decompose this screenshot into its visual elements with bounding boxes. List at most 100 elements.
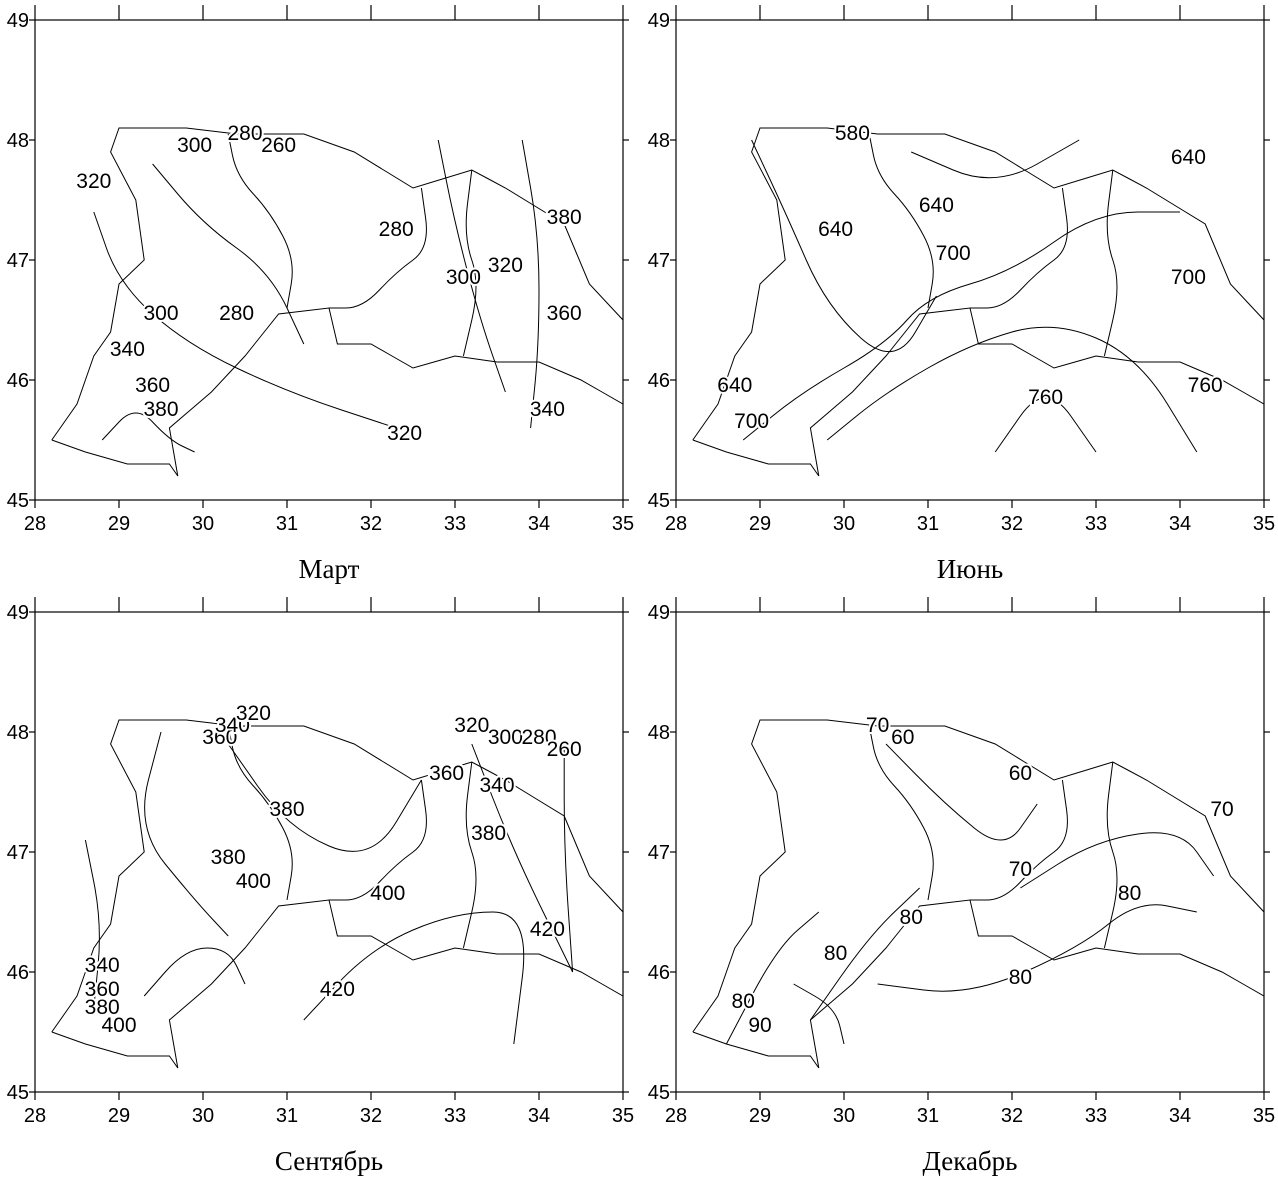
isoline-label: 320 xyxy=(76,170,111,193)
x-tick-label: 30 xyxy=(833,513,855,535)
x-tick-label: 32 xyxy=(360,1105,382,1127)
isoline-label: 380 xyxy=(143,398,178,421)
isoline-label: 90 xyxy=(748,1014,771,1037)
x-tick-label: 29 xyxy=(749,1105,771,1127)
x-tick-label: 33 xyxy=(1085,1105,1107,1127)
isoline-label: 700 xyxy=(1171,266,1206,289)
isoline xyxy=(827,327,1197,452)
y-tick-label: 48 xyxy=(7,722,29,744)
isoline-label: 340 xyxy=(530,398,565,421)
x-tick-label: 32 xyxy=(1001,1105,1023,1127)
isoline-label: 400 xyxy=(236,870,271,893)
region-border xyxy=(1104,762,1117,948)
y-tick-label: 45 xyxy=(648,490,670,512)
y-tick-label: 49 xyxy=(7,602,29,624)
x-tick-label: 30 xyxy=(833,1105,855,1127)
x-tick-label: 28 xyxy=(24,1105,46,1127)
x-tick-label: 28 xyxy=(665,513,687,535)
isoline-label: 380 xyxy=(269,798,304,821)
isoline-label: 70 xyxy=(1210,798,1233,821)
isoline-label: 80 xyxy=(1009,966,1032,989)
isoline-label: 360 xyxy=(547,302,582,325)
region-border xyxy=(970,188,1067,308)
region-outline xyxy=(52,720,623,1068)
isoline-label: 580 xyxy=(835,122,870,145)
region-border xyxy=(869,134,933,308)
isoline-label: 380 xyxy=(547,206,582,229)
x-tick-label: 34 xyxy=(1169,1105,1191,1127)
isoline xyxy=(564,744,572,972)
isoline-label: 70 xyxy=(866,714,889,737)
region-border xyxy=(1104,170,1117,356)
isoline-label: 80 xyxy=(824,942,847,965)
y-tick-label: 46 xyxy=(648,962,670,984)
x-tick-label: 28 xyxy=(24,513,46,535)
isoline-label: 320 xyxy=(454,714,489,737)
x-tick-label: 29 xyxy=(108,513,130,535)
isoline xyxy=(228,744,421,851)
isoline-label: 760 xyxy=(1028,386,1063,409)
y-tick-label: 49 xyxy=(648,602,670,624)
y-tick-label: 45 xyxy=(648,1082,670,1104)
isoline-label: 300 xyxy=(143,302,178,325)
isoline-label: 420 xyxy=(320,978,355,1001)
y-tick-label: 49 xyxy=(648,10,670,32)
region-border xyxy=(970,780,1067,900)
region-border xyxy=(463,762,476,948)
region-border xyxy=(329,188,426,308)
isoline-label: 320 xyxy=(488,254,523,277)
x-tick-label: 32 xyxy=(1001,513,1023,535)
isoline xyxy=(726,912,818,1044)
isoline-label: 340 xyxy=(85,954,120,977)
y-tick-label: 48 xyxy=(648,722,670,744)
y-tick-label: 47 xyxy=(648,250,670,272)
y-tick-label: 47 xyxy=(7,250,29,272)
isoline-label: 280 xyxy=(227,122,262,145)
isoline xyxy=(752,140,937,352)
y-tick-label: 46 xyxy=(648,370,670,392)
y-tick-label: 45 xyxy=(7,1082,29,1104)
frame xyxy=(35,20,623,500)
isoline-label: 60 xyxy=(891,726,914,749)
isoline xyxy=(886,744,1037,840)
isoline-label: 260 xyxy=(547,738,582,761)
x-tick-label: 33 xyxy=(444,513,466,535)
y-tick-label: 46 xyxy=(7,962,29,984)
isoline-label: 340 xyxy=(110,338,145,361)
isoline-label: 760 xyxy=(1188,374,1223,397)
isoline-label: 400 xyxy=(370,882,405,905)
x-tick-label: 32 xyxy=(360,513,382,535)
isoline-label: 320 xyxy=(387,422,422,445)
x-tick-label: 34 xyxy=(528,1105,550,1127)
region-border xyxy=(228,134,292,308)
isoline xyxy=(145,732,229,936)
panel-title: Декабрь xyxy=(923,1146,1018,1176)
isoline-label: 300 xyxy=(446,266,481,289)
isoline-label: 640 xyxy=(818,218,853,241)
region-outline xyxy=(693,128,1264,476)
x-tick-label: 30 xyxy=(192,513,214,535)
x-tick-label: 35 xyxy=(612,513,634,535)
isoline-label: 700 xyxy=(936,242,971,265)
y-tick-label: 49 xyxy=(7,10,29,32)
x-tick-label: 28 xyxy=(665,1105,687,1127)
x-tick-label: 30 xyxy=(192,1105,214,1127)
x-tick-label: 34 xyxy=(1169,513,1191,535)
region-outline xyxy=(52,128,623,476)
x-tick-label: 31 xyxy=(917,1105,939,1127)
panel-title: Июнь xyxy=(937,554,1003,584)
x-tick-label: 29 xyxy=(749,513,771,535)
y-tick-label: 47 xyxy=(648,842,670,864)
y-tick-label: 47 xyxy=(7,842,29,864)
isoline-label: 640 xyxy=(1171,146,1206,169)
isoline-label: 320 xyxy=(236,702,271,725)
isoline xyxy=(911,140,1079,178)
isoline-label: 80 xyxy=(900,906,923,929)
isoline-label: 60 xyxy=(1009,762,1032,785)
x-tick-label: 35 xyxy=(1253,513,1275,535)
isoline-label: 260 xyxy=(261,134,296,157)
map-panel: 2829303132333435454647484958064064070064… xyxy=(648,5,1275,584)
isoline-label: 80 xyxy=(1118,882,1141,905)
x-tick-label: 33 xyxy=(444,1105,466,1127)
x-tick-label: 31 xyxy=(276,1105,298,1127)
